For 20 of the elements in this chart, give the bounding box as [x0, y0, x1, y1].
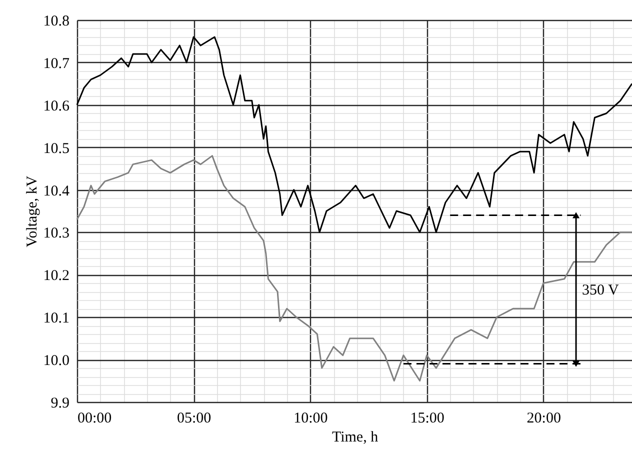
- x-tick-label: 05:00: [177, 410, 212, 426]
- y-tick-label: 10.1: [43, 310, 70, 327]
- line-series: [76, 36, 632, 233]
- y-axis-title: Voltage, kV: [24, 176, 40, 248]
- x-tick-label: 10:00: [294, 410, 328, 426]
- x-tick-label: 00:00: [78, 410, 112, 426]
- y-tick-label: 10.7: [43, 56, 70, 72]
- annotation: 350 V: [582, 282, 620, 299]
- x-tick-label: 15:00: [410, 410, 444, 426]
- y-tick-label: 10.6: [43, 98, 70, 114]
- x-tick-label: 20:00: [526, 410, 561, 426]
- line-series: [76, 155, 632, 382]
- y-tick-label: 10.8: [43, 14, 70, 30]
- y-tick-label: 10.4: [43, 183, 70, 200]
- y-tick-label: 9.9: [50, 396, 70, 412]
- y-tick-label: 10.3: [43, 226, 70, 242]
- x-axis-title: Time, h: [332, 430, 379, 446]
- y-tick-label: 10.0: [43, 353, 70, 370]
- y-tick-label: 10.2: [43, 268, 70, 284]
- y-tick-label: 10.5: [43, 140, 70, 157]
